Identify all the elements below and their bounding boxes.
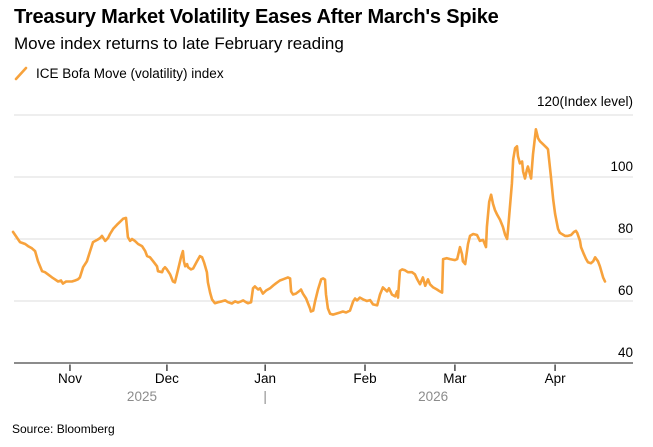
x-tick-label: Dec	[154, 371, 179, 386]
x-tick-label: Mar	[443, 371, 467, 386]
year-label: 2026	[418, 389, 449, 404]
series-line	[11, 128, 607, 316]
legend-label: ICE Bofa Move (volatility) index	[36, 65, 224, 81]
legend: ICE Bofa Move (volatility) index	[14, 65, 224, 81]
chart-subtitle: Move index returns to late February read…	[14, 34, 344, 53]
x-tick-label: Nov	[57, 371, 82, 386]
y-axis-unit-label: 120(Index level)	[536, 94, 633, 109]
y-tick-label: 40	[617, 345, 633, 360]
year-label: |	[263, 389, 267, 404]
x-tick-label: Feb	[353, 371, 377, 386]
x-tick-label: Jan	[254, 371, 277, 386]
series-marker-line	[14, 66, 28, 80]
year-label: 2025	[126, 389, 157, 404]
y-tick-label: 80	[617, 221, 633, 236]
chart-title: Treasury Market Volatility Eases After M…	[14, 6, 499, 28]
y-tick-label: 60	[617, 283, 633, 298]
x-tick-label: Apr	[544, 371, 566, 386]
series-marker-icon	[14, 66, 28, 80]
y-tick-label: 100	[610, 159, 633, 174]
source-note: Source: Bloomberg	[12, 422, 115, 436]
